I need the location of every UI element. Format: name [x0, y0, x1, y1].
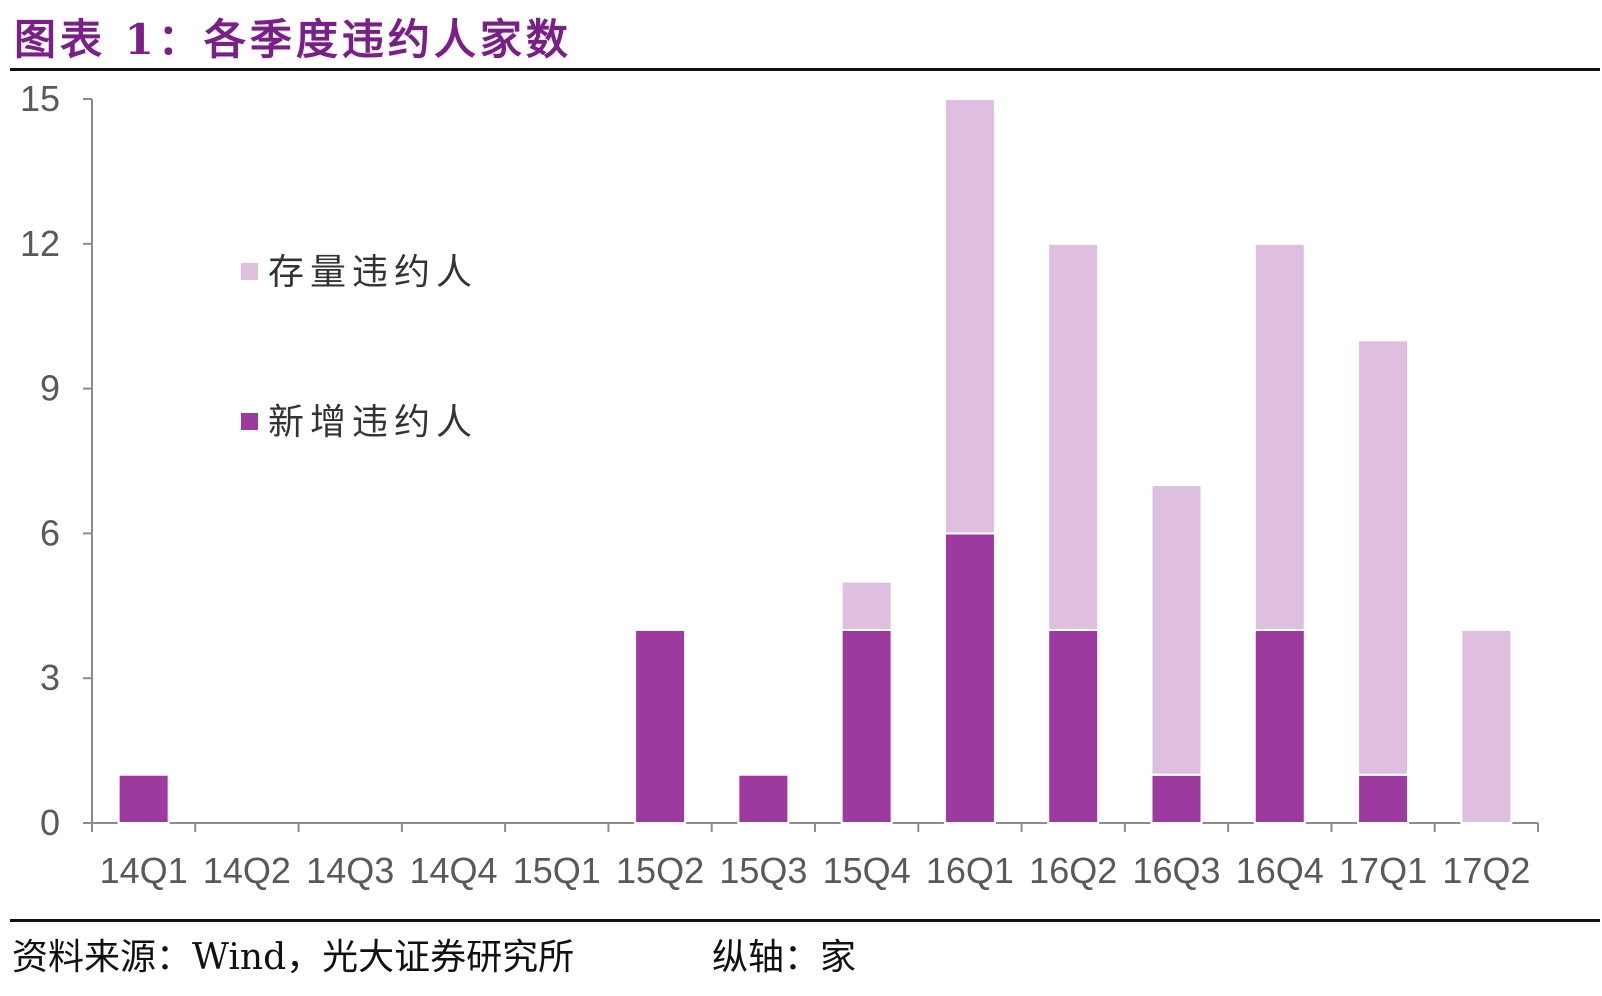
bar-existing-17Q2	[1460, 628, 1513, 825]
y-tick-label: 9	[40, 368, 60, 409]
x-tick-label: 14Q4	[409, 850, 497, 891]
x-tick-label: 14Q1	[100, 850, 188, 891]
legend-swatch-new	[241, 413, 258, 430]
x-tick-label: 17Q2	[1442, 850, 1530, 891]
top-rule	[10, 68, 1600, 71]
bar-new-15Q4	[840, 628, 893, 825]
y-tick-label: 15	[20, 78, 60, 119]
unit-note: 纵轴：家	[712, 937, 857, 978]
y-tick-label: 12	[20, 223, 60, 264]
bar-new-16Q1	[943, 532, 996, 825]
x-tick-label: 17Q1	[1339, 850, 1427, 891]
legend-swatch-existing	[241, 263, 258, 280]
legend-label-new: 新增违约人	[268, 402, 478, 443]
x-tick-label: 14Q3	[306, 850, 394, 891]
bar-existing-16Q4	[1253, 242, 1306, 631]
y-tick-label: 0	[40, 802, 60, 843]
bar-new-15Q3	[737, 773, 790, 825]
x-tick-label: 16Q3	[1132, 850, 1220, 891]
bar-new-17Q1	[1357, 773, 1410, 825]
y-tick-label: 6	[40, 512, 60, 553]
x-axis-labels: 14Q1 14Q2 14Q3 14Q4 15Q1 15Q2 15Q3 15Q4 16Q1 16Q2…	[100, 850, 1531, 891]
bottom-rule	[10, 919, 1600, 922]
chart-bars	[117, 98, 1513, 825]
bar-new-15Q2	[634, 628, 687, 825]
legend-label-existing: 存量违约人	[268, 252, 478, 293]
bar-existing-17Q1	[1357, 339, 1410, 776]
x-tick-label: 15Q4	[823, 850, 911, 891]
x-tick-label: 15Q2	[616, 850, 704, 891]
chart-axes	[83, 98, 1539, 832]
source-note: 资料来源：Wind，光大证券研究所	[12, 937, 575, 978]
chart-title: 图表 1：各季度违约人家数	[14, 15, 572, 64]
bar-new-14Q1	[117, 773, 170, 825]
x-tick-label: 16Q1	[926, 850, 1014, 891]
bar-existing-16Q1	[943, 98, 996, 535]
bar-existing-16Q3	[1150, 484, 1203, 776]
y-tick-label: 3	[40, 657, 60, 698]
x-tick-label: 15Q3	[719, 850, 807, 891]
bar-existing-16Q2	[1047, 242, 1100, 631]
bar-new-16Q4	[1253, 628, 1306, 825]
bar-new-16Q2	[1047, 628, 1100, 825]
x-tick-label: 14Q2	[203, 850, 291, 891]
y-axis-labels: 0 3 6 9 12 15	[20, 78, 60, 843]
bar-existing-15Q4	[840, 580, 893, 631]
bar-new-16Q3	[1150, 773, 1203, 825]
x-tick-label: 15Q1	[513, 850, 601, 891]
x-tick-label: 16Q4	[1236, 850, 1324, 891]
x-tick-label: 16Q2	[1029, 850, 1117, 891]
